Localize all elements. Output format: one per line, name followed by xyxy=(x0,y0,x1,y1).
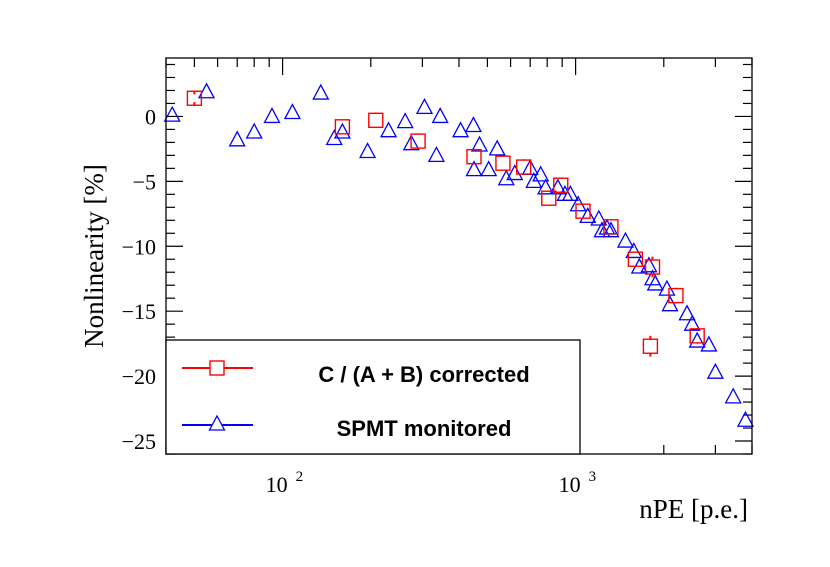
spmt-point xyxy=(470,135,489,152)
spmt-point xyxy=(706,362,724,379)
spmt-point xyxy=(464,116,483,133)
corrected-point xyxy=(186,90,203,106)
spmt-point xyxy=(736,410,755,427)
spmt-point xyxy=(163,105,181,122)
legend-symbol-corrected xyxy=(182,360,253,376)
corrected-point xyxy=(368,112,384,129)
spmt-point xyxy=(700,335,718,352)
spmt-point xyxy=(480,160,498,177)
y-tick-label: −20 xyxy=(122,364,156,389)
y-tick-label: −15 xyxy=(122,299,156,324)
x-axis-title: nPE [p.e.] xyxy=(639,494,748,524)
y-axis-title: Nonlinearity [%] xyxy=(79,164,109,348)
tick-labels: 0 −5 −10 −15 −20 −25 10 2 10 3 xyxy=(122,104,597,497)
spmt-point xyxy=(402,134,420,151)
spmt-point xyxy=(683,314,701,331)
x-tick-label: 10 xyxy=(559,472,581,497)
corrected-point xyxy=(644,259,661,275)
legend-marker-spmt xyxy=(208,414,226,431)
spmt-point xyxy=(625,242,643,259)
data-points xyxy=(163,82,755,427)
y-tick-label: −10 xyxy=(122,234,156,259)
spmt-point xyxy=(678,304,696,321)
corrected-point xyxy=(466,148,482,165)
spmt-point xyxy=(396,112,414,129)
legend-label-spmt: SPMT monitored xyxy=(337,416,512,441)
legend-label-corrected: C / (A + B) corrected xyxy=(318,362,529,387)
corrected-point xyxy=(553,177,569,193)
spmt-point xyxy=(197,82,216,99)
spmt-point xyxy=(532,165,550,182)
legend-symbol-spmt xyxy=(182,414,253,431)
corrected-point xyxy=(575,203,591,219)
spmt-point xyxy=(415,97,434,114)
x-tick-label: 10 xyxy=(266,472,288,497)
spmt-point xyxy=(590,209,608,226)
legend-marker-corrected xyxy=(209,360,225,376)
corrected-point xyxy=(495,155,511,171)
spmt-point xyxy=(465,160,483,177)
spmt-point xyxy=(561,184,579,201)
spmt-point xyxy=(245,122,263,139)
corrected-point xyxy=(642,338,659,354)
y-tick-label: −25 xyxy=(122,429,156,454)
corrected-point xyxy=(541,190,557,206)
spmt-point xyxy=(312,83,330,100)
corrected-point xyxy=(627,251,644,267)
spmt-point xyxy=(506,164,524,181)
spmt-point xyxy=(263,107,281,124)
spmt-point xyxy=(427,146,446,163)
corrected-point xyxy=(689,328,705,344)
spmt-point xyxy=(497,169,515,186)
corrected-point xyxy=(334,119,351,135)
corrected-point xyxy=(668,287,684,304)
spmt-point xyxy=(646,274,664,291)
x-tick-exponent: 2 xyxy=(296,469,304,485)
y-tick-label: −5 xyxy=(133,169,156,194)
spmt-point xyxy=(688,331,706,348)
spmt-point xyxy=(333,122,351,139)
spmt-point xyxy=(488,139,506,156)
spmt-point xyxy=(283,103,301,120)
spmt-point xyxy=(661,295,679,312)
spmt-point xyxy=(724,387,742,404)
spmt-point xyxy=(431,107,449,124)
legend: C / (A + B) corrected SPMT monitored xyxy=(165,339,581,455)
spmt-point xyxy=(602,221,620,238)
spmt-point xyxy=(593,221,611,238)
corrected-point xyxy=(603,219,619,235)
spmt-point xyxy=(358,142,377,159)
spmt-point xyxy=(537,178,555,195)
y-tick-label: 0 xyxy=(145,104,156,129)
spmt-point xyxy=(379,121,398,138)
spmt-point xyxy=(616,231,635,248)
legend-box xyxy=(165,339,581,455)
spmt-point xyxy=(579,207,597,224)
corrected-point xyxy=(410,133,426,149)
spmt-point xyxy=(451,121,470,138)
spmt-point xyxy=(228,130,246,147)
corrected-point xyxy=(515,159,532,175)
x-tick-exponent: 3 xyxy=(589,469,597,485)
